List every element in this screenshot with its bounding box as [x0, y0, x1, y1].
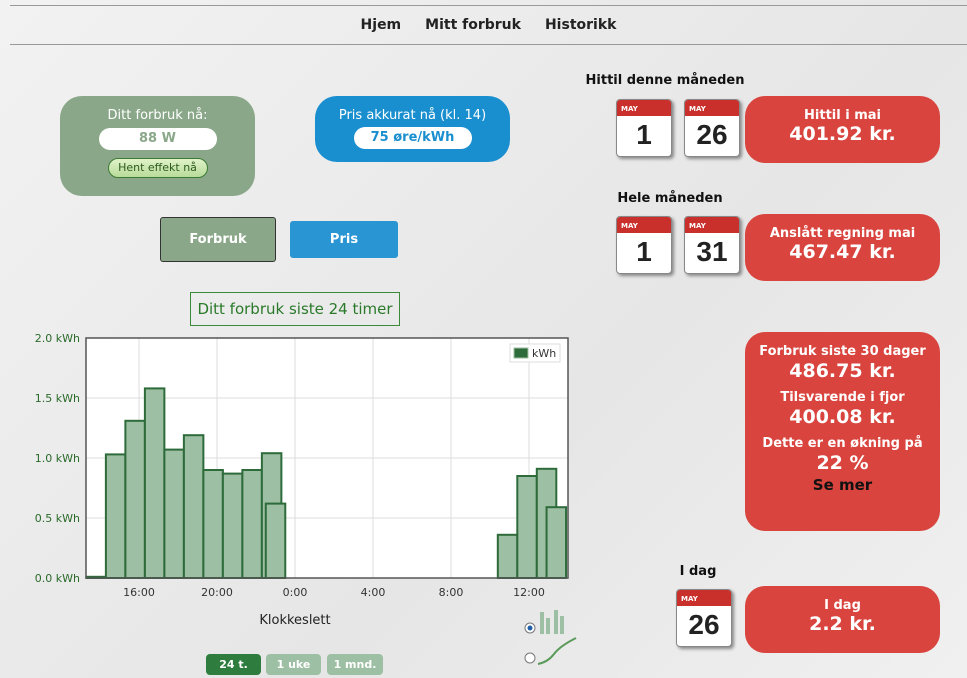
summary-box: I dag 2.2 kr. [745, 586, 940, 653]
bar [182, 434, 205, 579]
consumption-widget: Ditt forbruk nå: 88 W Hent effekt nå [60, 96, 255, 196]
comparison-label: Forbruk siste 30 dager [759, 344, 926, 359]
calendar-day: 1 [636, 119, 652, 150]
section-heading: I dag [679, 564, 717, 579]
y-tick-label: 0.5 kWh [35, 512, 80, 525]
consumption-label: Ditt forbruk nå: [107, 108, 208, 123]
range-button[interactable]: 1 mnd. [327, 654, 383, 675]
chart-title: Ditt forbruk siste 24 timer [190, 292, 400, 326]
calendar-day: 31 [696, 236, 728, 267]
summary-label: Hittil i mai [804, 108, 881, 123]
icon [554, 610, 558, 634]
bar [124, 419, 146, 579]
calendar-icon: MAY 1 [616, 216, 672, 274]
bar [264, 502, 287, 580]
tab-button[interactable]: Pris [290, 221, 398, 258]
fetch-button[interactable]: Hent effekt nå [107, 158, 208, 178]
calendar-day: 26 [696, 119, 728, 150]
calendar-icon: MAY 31 [684, 216, 740, 274]
summary-value: 2.2 kr. [809, 613, 876, 635]
comparison-box: Forbruk siste 30 dager 486.75 kr. Tilsva… [745, 332, 940, 531]
bar [202, 469, 224, 579]
chart-type-switch [524, 610, 577, 665]
comparison-label: Tilsvarende i fjor [780, 390, 905, 405]
comparison-value: 486.75 kr. [789, 360, 896, 383]
y-tick-label: 0.0 kWh [35, 572, 80, 585]
calendar-month: MAY [617, 217, 671, 233]
comparison-value: 400.08 kr. [789, 406, 896, 429]
price-widget: Pris akkurat nå (kl. 14) 75 øre/kWh [315, 96, 510, 162]
chart: 0.0 kWh 0.5 kWh 1.0 kWh 1.5 kWh 2.0 kWh 16:00… [35, 332, 569, 628]
y-tick-label: 1.0 kWh [35, 452, 80, 465]
section-heading: Hittil denne måneden [585, 73, 745, 88]
bar [221, 472, 244, 580]
summary-label: Anslått regning mai [769, 226, 916, 241]
bar [516, 475, 538, 579]
y-tick-label: 1.5 kWh [35, 392, 80, 405]
calendar-month: MAY [685, 217, 739, 233]
summary-box: Anslått regning mai 467.47 kr. [745, 214, 940, 281]
comparison-label: Dette er en økning på [762, 436, 923, 451]
section-heading: Hele måneden [617, 191, 723, 206]
bar [104, 453, 127, 579]
legend-label: kWh [532, 347, 556, 360]
summary-value: 467.47 kr. [789, 241, 896, 263]
x-tick-label: 0:00 [283, 586, 308, 599]
nav-item[interactable]: Hjem [360, 17, 402, 33]
y-tick-label: 2.0 kWh [35, 332, 80, 345]
comparison-value: 22 % [816, 452, 869, 475]
calendar-icon: MAY 26 [676, 589, 732, 647]
summary-box: Hittil i mai 401.92 kr. [745, 96, 940, 163]
nav-item[interactable]: Historikk [544, 17, 617, 33]
calendar-day: 1 [636, 236, 652, 267]
radio-dot [527, 625, 533, 631]
bar [143, 387, 166, 580]
x-axis-label: Klokkeslett [259, 613, 330, 628]
tab-button[interactable]: Forbruk [160, 217, 276, 262]
calendar-month: MAY [617, 100, 671, 116]
summary-label: I dag [824, 598, 861, 613]
x-tick-label: 12:00 [513, 586, 545, 599]
x-tick-label: 8:00 [439, 586, 464, 599]
range-button[interactable]: 1 uke [266, 654, 321, 675]
see-more-link[interactable]: Se mer [812, 476, 873, 494]
icon [540, 612, 544, 634]
summary-value: 401.92 kr. [789, 123, 896, 145]
calendar-month: MAY [685, 100, 739, 116]
x-tick-label: 20:00 [201, 586, 233, 599]
legend-swatch [513, 347, 529, 359]
icon [546, 618, 550, 634]
price-label: Pris akkurat nå (kl. 14) [338, 108, 487, 123]
x-tick-label: 4:00 [361, 586, 386, 599]
icon [560, 616, 564, 634]
bar [496, 533, 519, 580]
price-value: 75 øre/kWh [353, 127, 472, 149]
calendar-month: MAY [677, 590, 731, 606]
consumption-value: 88 W [98, 128, 217, 150]
range-button[interactable]: 24 t. [206, 654, 261, 675]
bar [241, 469, 263, 579]
calendar-day: 26 [688, 609, 720, 640]
calendar-icon: MAY 1 [616, 99, 672, 157]
icon [537, 637, 577, 665]
bar [163, 448, 185, 579]
bar [545, 506, 568, 579]
nav-bar: Hjem Mitt forbruk Historikk [10, 5, 967, 45]
calendar-icon: MAY 26 [684, 99, 740, 157]
x-tick-label: 16:00 [123, 586, 155, 599]
nav-item[interactable]: Mitt forbruk [425, 17, 521, 33]
plot-border [85, 337, 569, 579]
radio-line[interactable] [524, 652, 536, 664]
